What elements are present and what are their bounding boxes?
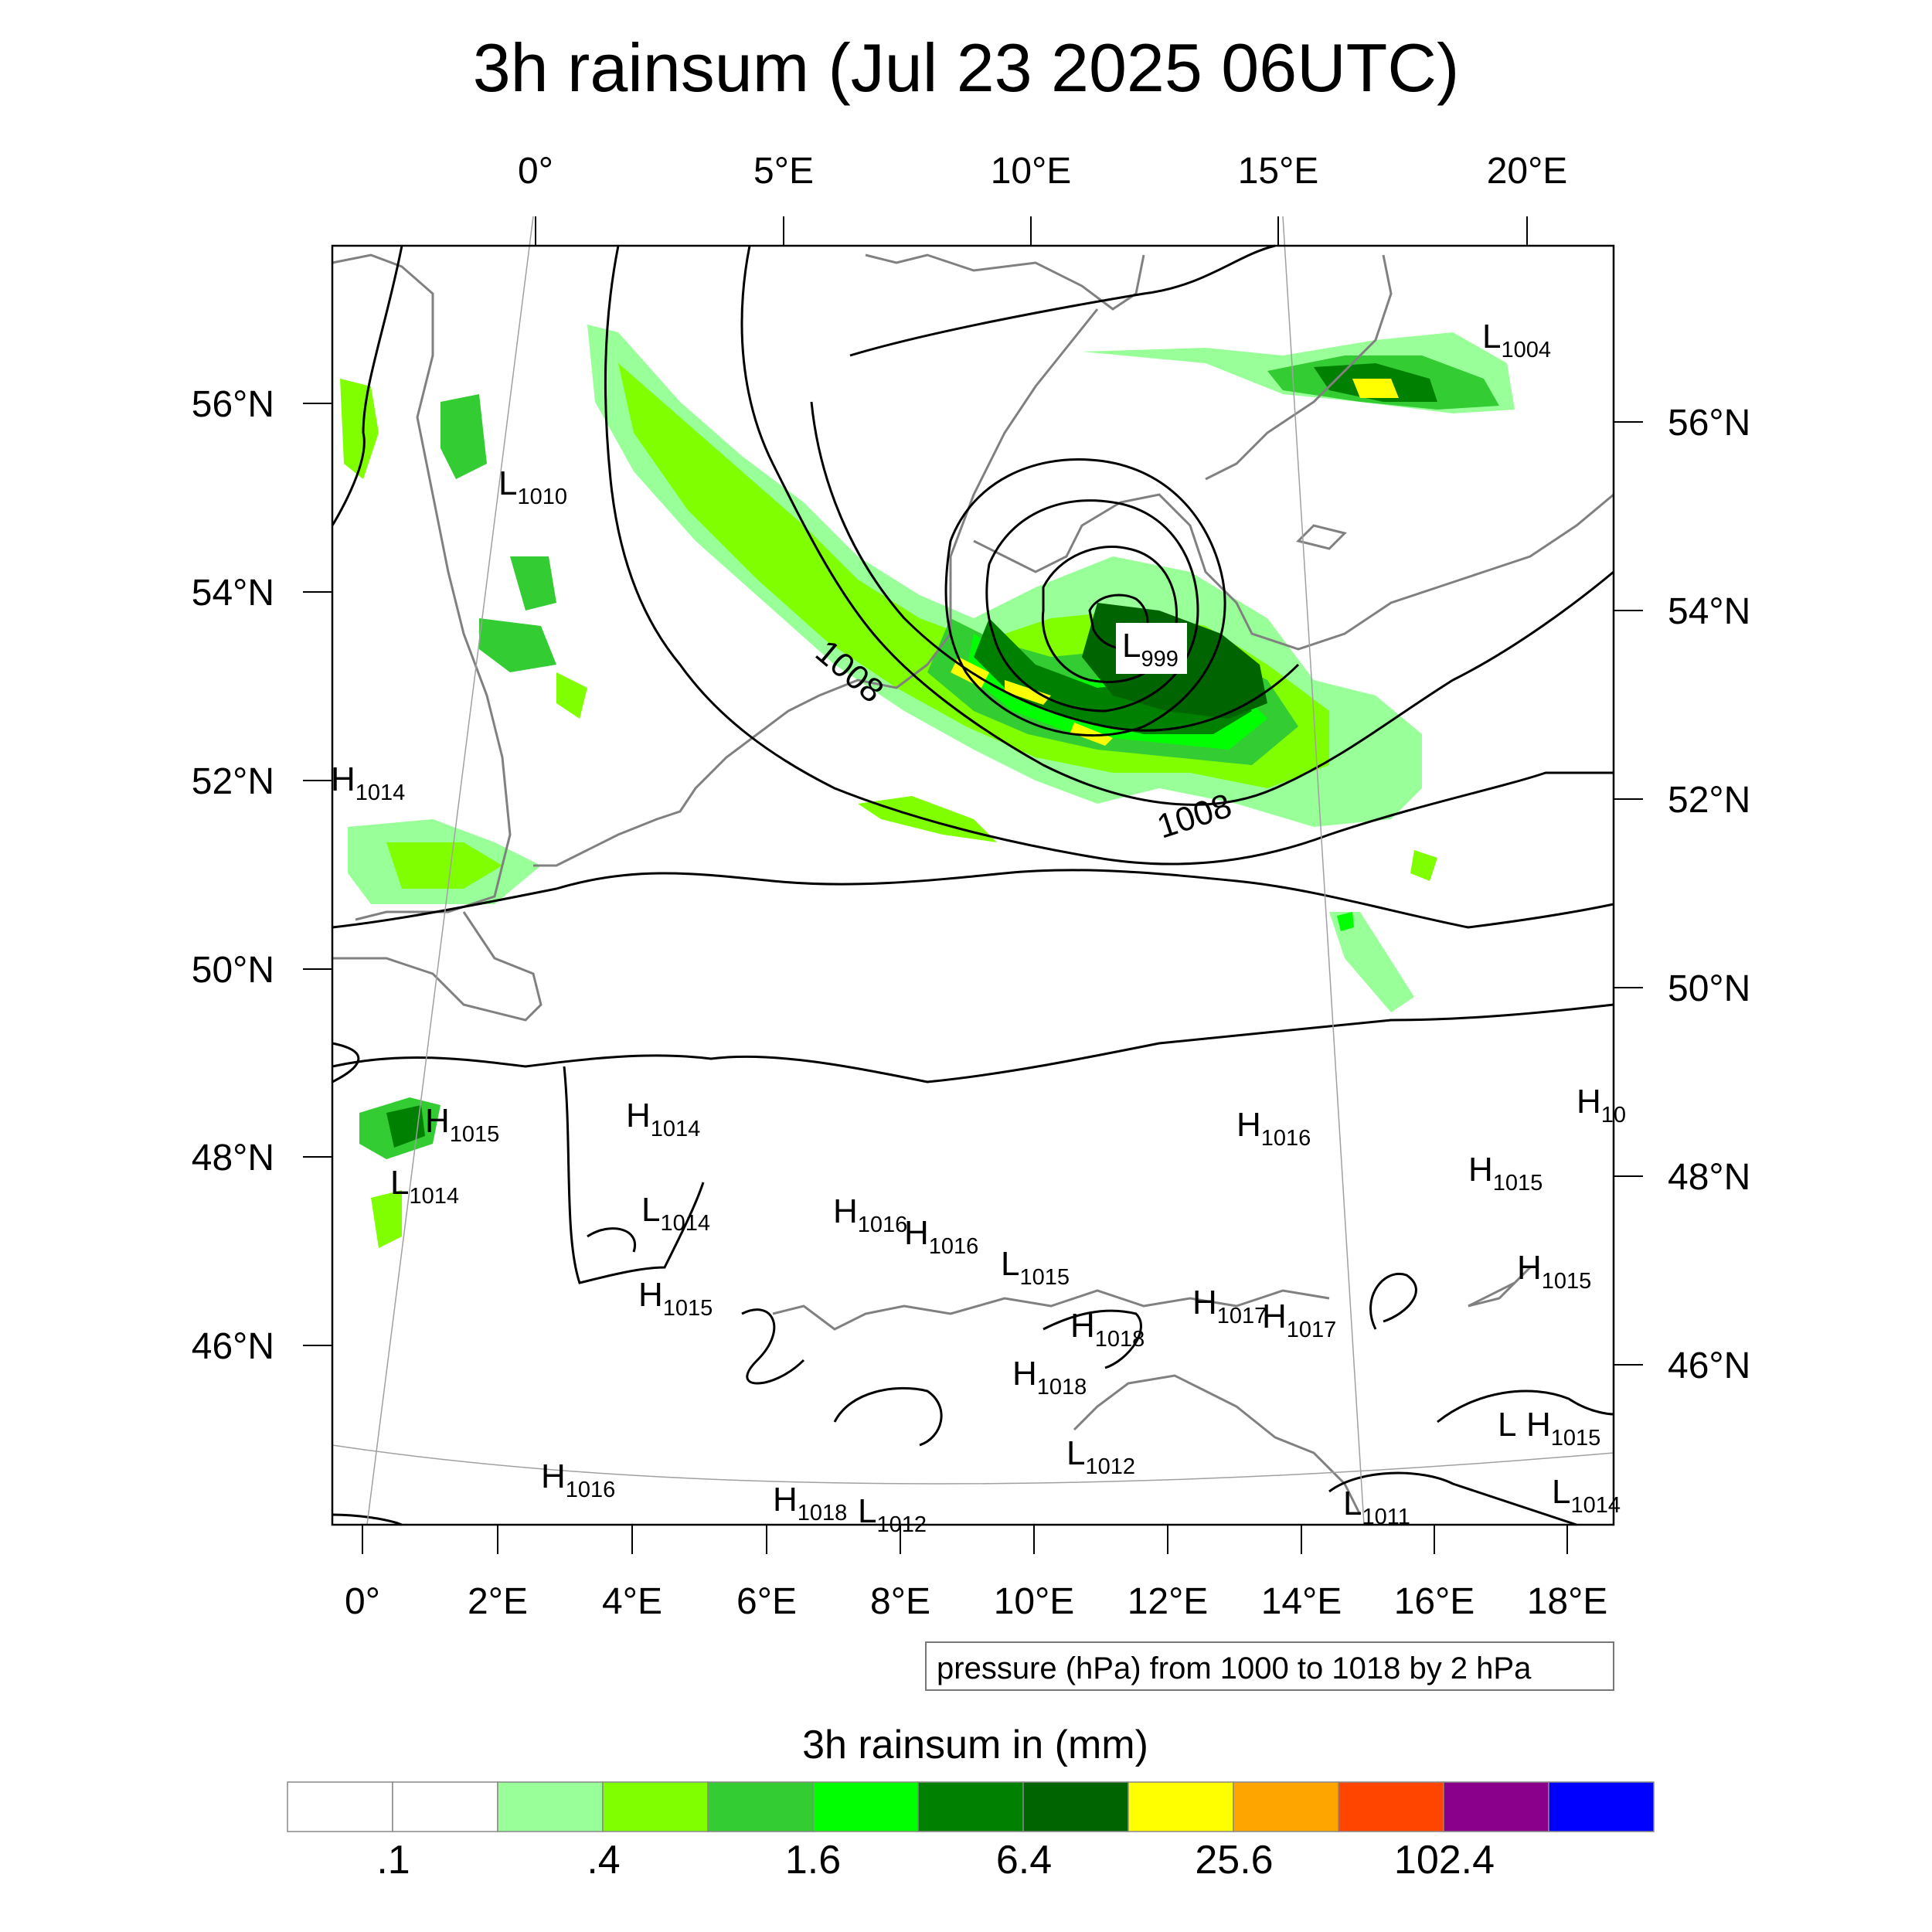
tick-label: 52°N [1668,780,1750,821]
left-latitude-axis [303,403,332,1346]
tick-label: 52°N [192,761,274,802]
high-pressure-center: H1014 [626,1097,700,1141]
tick-label: 10°E [991,151,1072,192]
contour-info-box: pressure (hPa) from 1000 to 1018 by 2 hP… [925,1641,1614,1691]
colorbar-box [1022,1781,1129,1832]
colorbar-box [392,1781,498,1832]
low-pressure-center: L1011 [1343,1485,1410,1529]
colorbar-title: 3h rainsum in (mm) [802,1723,1148,1767]
colorbar-box [1128,1781,1234,1832]
high-pressure-center: H1015 [1526,1406,1600,1451]
colorbar-tick-label: .4 [587,1838,620,1883]
coastlines [332,253,1614,1515]
high-pressure-center: H10 [1577,1083,1626,1128]
left-latitude-labels: 56°N 54°N 52°N 50°N 48°N 46°N [192,384,274,1367]
right-latitude-labels: 56°N 54°N 52°N 50°N 48°N 46°N [1668,403,1750,1386]
colorbar-boxes [287,1781,1655,1832]
high-pressure-center: H1018 [773,1481,847,1526]
high-pressure-center: H1016 [904,1214,978,1259]
tick-label: 50°N [192,950,274,991]
colorbar-box [602,1781,709,1832]
pressure-centers: L1004 L1010 L999 H1014 H1015 L1014 H1014 L1014 H… [331,318,1626,1537]
low-pressure-center: L1014 [1552,1473,1621,1518]
tick-label: 48°N [1668,1157,1750,1198]
low-pressure-center: L1004 [1482,318,1551,362]
high-pressure-center: H1015 [425,1102,499,1147]
tick-label: 8°E [870,1581,930,1622]
right-latitude-axis [1614,421,1643,1366]
tick-label: 56°N [192,384,274,425]
isobars [331,244,1614,1526]
tick-label: 14°E [1261,1581,1342,1622]
high-pressure-center: H1018 [1012,1355,1087,1400]
tick-label: 5°E [753,151,814,192]
rain-scatter-west [340,379,1437,1248]
tick-label: 46°N [192,1326,274,1367]
colorbar-box [497,1781,604,1832]
center-label-background [1116,623,1187,674]
top-longitude-axis [535,216,1528,246]
colorbar-box [1443,1781,1549,1832]
low-pressure-center: L1015 [1001,1245,1070,1290]
high-pressure-center: H1015 [1468,1151,1543,1196]
high-pressure-center: H1014 [331,760,405,805]
tick-label: 56°N [1668,403,1750,444]
low-pressure-center: L999 [1122,627,1179,672]
tick-label: 15°E [1238,151,1319,192]
map-frame [331,244,1615,1526]
tick-label: 0° [345,1581,380,1622]
low-pressure-center: L [1498,1406,1516,1444]
colorbar-tick-label: 102.4 [1394,1838,1495,1883]
tick-label: 48°N [192,1138,274,1179]
high-pressure-center: H1016 [833,1192,907,1237]
tick-label: 0° [518,151,553,192]
tick-label: 54°N [192,573,274,614]
low-pressure-center: L1014 [390,1164,459,1209]
bottom-longitude-axis [362,1525,1568,1554]
high-pressure-center: H1015 [1517,1249,1591,1294]
colorbar-tick-label: 25.6 [1195,1838,1273,1883]
colorbar-box [812,1781,919,1832]
map-title: 3h rainsum (Jul 23 2025 06UTC) [473,29,1460,106]
low-pressure-center: L1012 [858,1492,927,1537]
high-pressure-center: H1015 [638,1276,713,1321]
tick-label: 50°N [1668,968,1750,1009]
tick-label: 4°E [602,1581,662,1622]
contour-info-text: pressure (hPa) from 1000 to 1018 by 2 hP… [937,1651,1532,1685]
tick-label: 18°E [1527,1581,1608,1622]
high-pressure-center: H1017 [1192,1284,1267,1328]
tick-label: 2°E [468,1581,528,1622]
tick-label: 46°N [1668,1345,1750,1386]
colorbar: 3h rainsum in (mm) .1 .4 1.6 6.4 25.6 10… [287,1723,1655,1883]
colorbar-box [1233,1781,1339,1832]
colorbar-box [287,1781,393,1832]
high-pressure-center: H1017 [1262,1298,1336,1342]
graticule [332,216,1614,1526]
high-pressure-center: H1016 [1236,1106,1311,1151]
tick-label: 6°E [736,1581,797,1622]
colorbar-box [1338,1781,1444,1832]
high-pressure-center: H1018 [1070,1307,1145,1352]
tick-label: 20°E [1487,151,1568,192]
colorbar-box [1548,1781,1655,1832]
tick-label: 16°E [1394,1581,1475,1622]
bottom-longitude-labels: 0° 2°E 4°E 6°E 8°E 10°E 12°E 14°E 16°E 1… [345,1581,1607,1622]
colorbar-box [707,1781,814,1832]
rain-band-northeast [1082,332,1515,413]
low-pressure-center: L1012 [1066,1434,1135,1479]
tick-label: 10°E [994,1581,1075,1622]
low-pressure-center: L1010 [498,464,567,509]
colorbar-box [917,1781,1024,1832]
colorbar-tick-label: .1 [376,1838,410,1883]
top-longitude-labels: 0° 5°E 10°E 15°E 20°E [518,151,1567,192]
tick-label: 12°E [1128,1581,1209,1622]
low-pressure-center: L1014 [641,1191,710,1236]
colorbar-tick-label: 1.6 [785,1838,841,1883]
high-pressure-center: H1016 [541,1458,615,1502]
map-area: 1008 1008 L1004L1010L999H1014H1015L1014H… [331,216,1626,1537]
tick-label: 54°N [1668,591,1750,632]
colorbar-tick-label: 6.4 [996,1838,1052,1883]
